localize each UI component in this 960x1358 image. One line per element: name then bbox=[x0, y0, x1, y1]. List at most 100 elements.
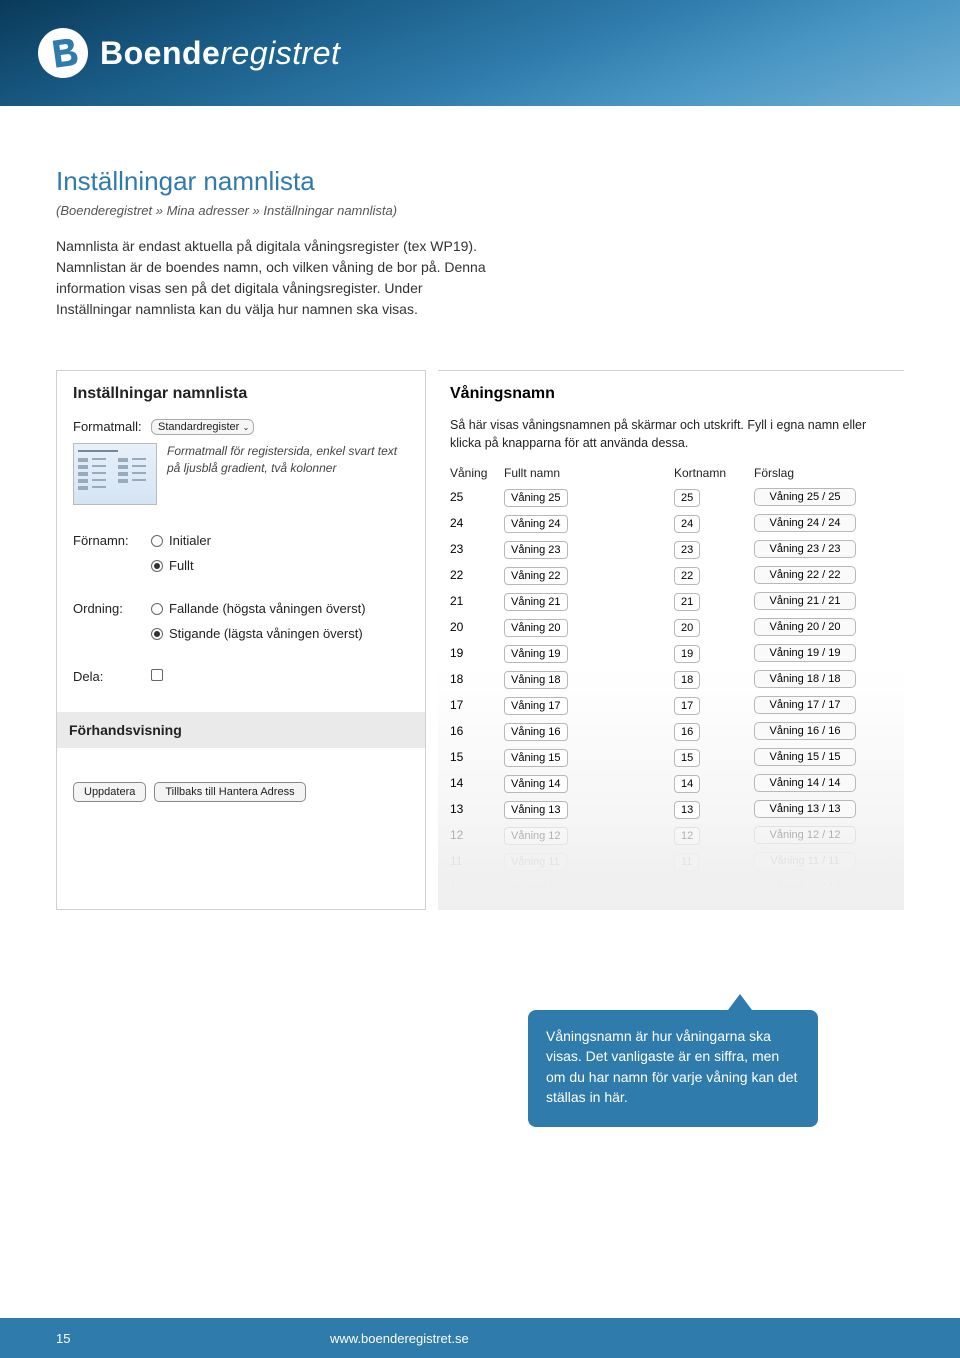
floor-names-heading: Våningsnamn bbox=[450, 385, 892, 403]
suggestion-button[interactable]: Våning 15 / 15 bbox=[754, 748, 856, 766]
fullname-input[interactable]: Våning 23 bbox=[504, 541, 568, 559]
table-row: 15Våning 1515Våning 15 / 15 bbox=[450, 744, 892, 770]
dela-checkbox[interactable] bbox=[151, 669, 163, 681]
shortname-input[interactable]: 18 bbox=[674, 671, 700, 689]
table-row: 11Våning 1111Våning 11 / 11 bbox=[450, 848, 892, 874]
floor-names-panel: Våningsnamn Så här visas våningsnamnen p… bbox=[438, 370, 904, 910]
fornamn-fullt-radio[interactable]: Fullt bbox=[151, 558, 211, 573]
suggestion-button[interactable]: Våning 14 / 14 bbox=[754, 774, 856, 792]
fullname-input[interactable]: Våning 13 bbox=[504, 801, 568, 819]
formatmall-label: Formatmall: bbox=[73, 419, 151, 434]
format-thumbnail-desc: Formatmall för registersida, enkel svart… bbox=[167, 443, 409, 477]
table-row: 13Våning 1313Våning 13 / 13 bbox=[450, 796, 892, 822]
fullname-input[interactable]: Våning 11 bbox=[504, 853, 567, 871]
shortname-input[interactable]: 12 bbox=[674, 827, 700, 845]
brand-logo: Boenderegistret bbox=[38, 28, 340, 78]
fornamn-label: Förnamn: bbox=[73, 533, 151, 548]
shortname-input[interactable]: 11 bbox=[674, 853, 699, 871]
table-row: 18Våning 1818Våning 18 / 18 bbox=[450, 666, 892, 692]
settings-heading: Inställningar namnlista bbox=[73, 385, 409, 403]
suggestion-button[interactable]: Våning 10 / 10 bbox=[754, 878, 856, 896]
ordning-stigande-radio[interactable]: Stigande (lägsta våningen överst) bbox=[151, 626, 366, 641]
row-vaning: 21 bbox=[450, 594, 504, 608]
update-button[interactable]: Uppdatera bbox=[73, 782, 146, 802]
table-row: 19Våning 1919Våning 19 / 19 bbox=[450, 640, 892, 666]
table-row: 21Våning 2121Våning 21 / 21 bbox=[450, 588, 892, 614]
fullname-input[interactable]: Våning 19 bbox=[504, 645, 568, 663]
fullname-input[interactable]: Våning 12 bbox=[504, 827, 568, 845]
breadcrumb: (Boenderegistret » Mina adresser » Instä… bbox=[56, 203, 904, 218]
formatmall-select[interactable]: Standardregister ⌄ bbox=[151, 419, 254, 435]
col-fullt: Fullt namn bbox=[504, 466, 674, 480]
row-vaning: 13 bbox=[450, 802, 504, 816]
suggestion-button[interactable]: Våning 13 / 13 bbox=[754, 800, 856, 818]
row-vaning: 15 bbox=[450, 750, 504, 764]
suggestion-button[interactable]: Våning 24 / 24 bbox=[754, 514, 856, 532]
shortname-input[interactable]: 19 bbox=[674, 645, 700, 663]
shortname-input[interactable]: 23 bbox=[674, 541, 700, 559]
shortname-input[interactable]: 24 bbox=[674, 515, 700, 533]
fullname-input[interactable]: Våning 10 bbox=[504, 879, 568, 897]
fullname-input[interactable]: Våning 24 bbox=[504, 515, 568, 533]
shortname-input[interactable]: 17 bbox=[674, 697, 700, 715]
fullname-input[interactable]: Våning 25 bbox=[504, 489, 568, 507]
brand-name: Boenderegistret bbox=[100, 35, 340, 72]
ordning-fallande-radio[interactable]: Fallande (högsta våningen överst) bbox=[151, 601, 366, 616]
row-vaning: 24 bbox=[450, 516, 504, 530]
back-button[interactable]: Tillbaks till Hantera Adress bbox=[154, 782, 305, 802]
formatmall-value: Standardregister bbox=[158, 421, 239, 433]
format-thumbnail bbox=[73, 443, 157, 505]
floor-names-table: Våning Fullt namn Kortnamn Förslag 25Vån… bbox=[450, 466, 892, 900]
dela-label: Dela: bbox=[73, 669, 151, 684]
fullname-input[interactable]: Våning 22 bbox=[504, 567, 568, 585]
shortname-input[interactable]: 21 bbox=[674, 593, 700, 611]
shortname-input[interactable]: 25 bbox=[674, 489, 700, 507]
fullname-input[interactable]: Våning 21 bbox=[504, 593, 568, 611]
preview-heading: Förhandsvisning bbox=[57, 712, 425, 748]
callout-text: Våningsnamn är hur våningarna ska visas.… bbox=[546, 1028, 797, 1105]
settings-panel: Inställningar namnlista Formatmall: Stan… bbox=[56, 370, 426, 910]
fullname-input[interactable]: Våning 15 bbox=[504, 749, 568, 767]
brand-bold: Boende bbox=[100, 35, 220, 71]
suggestion-button[interactable]: Våning 22 / 22 bbox=[754, 566, 856, 584]
suggestion-button[interactable]: Våning 16 / 16 bbox=[754, 722, 856, 740]
row-vaning: 18 bbox=[450, 672, 504, 686]
shortname-input[interactable]: 10 bbox=[674, 879, 700, 897]
fornamn-initialer-radio[interactable]: Initialer bbox=[151, 533, 211, 548]
row-vaning: 17 bbox=[450, 698, 504, 712]
suggestion-button[interactable]: Våning 20 / 20 bbox=[754, 618, 856, 636]
shortname-input[interactable]: 15 bbox=[674, 749, 700, 767]
shortname-input[interactable]: 13 bbox=[674, 801, 700, 819]
shortname-input[interactable]: 14 bbox=[674, 775, 700, 793]
fullname-input[interactable]: Våning 17 bbox=[504, 697, 568, 715]
suggestion-button[interactable]: Våning 19 / 19 bbox=[754, 644, 856, 662]
suggestion-button[interactable]: Våning 23 / 23 bbox=[754, 540, 856, 558]
fornamn-initialer-label: Initialer bbox=[169, 533, 211, 548]
suggestion-button[interactable]: Våning 12 / 12 bbox=[754, 826, 856, 844]
page-footer: 15 www.boenderegistret.se bbox=[0, 1318, 960, 1358]
page-number: 15 bbox=[0, 1331, 330, 1346]
fullname-input[interactable]: Våning 18 bbox=[504, 671, 568, 689]
fullname-input[interactable]: Våning 20 bbox=[504, 619, 568, 637]
table-row: 23Våning 2323Våning 23 / 23 bbox=[450, 536, 892, 562]
shortname-input[interactable]: 20 bbox=[674, 619, 700, 637]
row-vaning: 20 bbox=[450, 620, 504, 634]
shortname-input[interactable]: 22 bbox=[674, 567, 700, 585]
row-vaning: 16 bbox=[450, 724, 504, 738]
suggestion-button[interactable]: Våning 21 / 21 bbox=[754, 592, 856, 610]
shortname-input[interactable]: 16 bbox=[674, 723, 700, 741]
suggestion-button[interactable]: Våning 17 / 17 bbox=[754, 696, 856, 714]
row-vaning: 12 bbox=[450, 828, 504, 842]
ordning-fallande-label: Fallande (högsta våningen överst) bbox=[169, 601, 366, 616]
chevron-down-icon: ⌄ bbox=[243, 423, 250, 432]
suggestion-button[interactable]: Våning 25 / 25 bbox=[754, 488, 856, 506]
table-row: 22Våning 2222Våning 22 / 22 bbox=[450, 562, 892, 588]
suggestion-button[interactable]: Våning 18 / 18 bbox=[754, 670, 856, 688]
header-band: Boenderegistret bbox=[0, 0, 960, 106]
row-vaning: 25 bbox=[450, 490, 504, 504]
ordning-stigande-label: Stigande (lägsta våningen överst) bbox=[169, 626, 363, 641]
suggestion-button[interactable]: Våning 11 / 11 bbox=[754, 852, 856, 870]
col-kort: Kortnamn bbox=[674, 466, 754, 480]
fullname-input[interactable]: Våning 14 bbox=[504, 775, 568, 793]
fullname-input[interactable]: Våning 16 bbox=[504, 723, 568, 741]
